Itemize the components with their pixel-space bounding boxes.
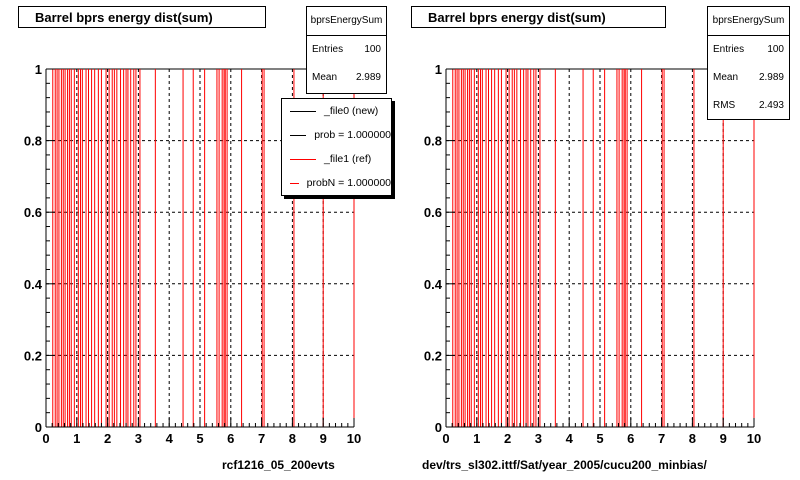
left-y-tick-label-0: 0: [35, 420, 42, 435]
left-x-tick-label-6: 6: [227, 431, 234, 446]
left-x-tick-label-8: 8: [289, 431, 296, 446]
right-stats-mean-value: 2.989: [758, 72, 784, 83]
right-chart-title: Barrel bprs energy dist(sum): [411, 6, 666, 28]
left-y-tick-label-2: 0.4: [24, 277, 43, 292]
left-stats-entries-label: Entries: [312, 44, 344, 55]
right-y-tick-label-4: 0.8: [424, 134, 442, 149]
left-stats-box: bprsEnergySum Entries 100 Mean 2.989: [306, 6, 387, 94]
left-stats-mean-row: Mean 2.989: [307, 64, 386, 92]
right-stats-mean-label: Mean: [713, 72, 739, 83]
right-stats-entries-row: Entries 100: [708, 36, 789, 64]
left-x-tick-label-1: 1: [73, 431, 80, 446]
legend-label-file1: _file1 (ref): [324, 153, 372, 165]
right-x-tick-label-8: 8: [689, 431, 696, 446]
left-histogram-chart: 0 1 2 3 4 5 6 7 8 9 10 0 0.2 0.4 0.6 0.8 1: [24, 62, 361, 446]
left-footer-label: rcf1216_05_200evts: [222, 458, 335, 472]
left-chart-title: Barrel bprs energy dist(sum): [18, 6, 266, 28]
right-footer-label: dev/trs_sl302.ittf/Sat/year_2005/cucu200…: [422, 458, 707, 472]
legend-swatch-file1: [290, 158, 316, 160]
left-legend: _file0 (new) prob = 1.000000 _file1 (ref…: [281, 98, 392, 196]
right-x-tick-label-10: 10: [747, 431, 761, 446]
left-x-tick-label-4: 4: [166, 431, 174, 446]
right-y-tick-label-0: 0: [435, 420, 442, 435]
right-x-tick-label-1: 1: [473, 431, 480, 446]
right-x-tick-label-9: 9: [720, 431, 727, 446]
legend-swatch-prob: [290, 134, 307, 136]
right-x-tick-label-2: 2: [504, 431, 511, 446]
legend-label-prob: prob = 1.000000: [314, 129, 391, 141]
left-histogram-pad: 0 1 2 3 4 5 6 7 8 9 10 0 0.2 0.4 0.6 0.8 1 Barrel bprs e…: [18, 6, 392, 472]
right-stats-rms-label: RMS: [713, 100, 736, 111]
right-stats-rms-value: 2.493: [758, 100, 784, 111]
left-x-tick-label-5: 5: [196, 431, 203, 446]
left-x-tick-label-0: 0: [42, 431, 49, 446]
legend-item-file1: _file1 (ref): [282, 147, 391, 171]
legend-item-prob: prob = 1.000000: [282, 123, 391, 147]
right-y-tick-label-2: 0.4: [424, 277, 443, 292]
left-y-tick-label-5: 1: [35, 62, 42, 77]
legend-swatch-file0: [290, 110, 316, 112]
left-stats-mean-label: Mean: [312, 72, 338, 83]
right-y-tick-label-3: 0.6: [424, 205, 442, 220]
legend-label-file0: _file0 (new): [324, 105, 379, 117]
right-y-tick-label-5: 1: [435, 62, 442, 77]
right-stats-box: bprsEnergySum Entries 100 Mean 2.989 RMS…: [707, 6, 790, 120]
right-x-tick-label-7: 7: [658, 431, 665, 446]
right-x-tick-label-5: 5: [596, 431, 603, 446]
right-x-tick-label-3: 3: [535, 431, 542, 446]
right-histogram-chart: 0 1 2 3 4 5 6 7 8 9 10 0 0.2 0.4 0.6 0.8 1: [424, 62, 761, 446]
left-stats-name: bprsEnergySum: [307, 7, 386, 36]
right-stats-mean-row: Mean 2.989: [708, 64, 789, 92]
legend-swatch-probn: [290, 182, 299, 184]
left-x-tick-label-10: 10: [347, 431, 361, 446]
right-stats-entries-label: Entries: [713, 44, 745, 55]
left-x-tick-label-9: 9: [320, 431, 327, 446]
left-stats-mean-value: 2.989: [355, 72, 381, 83]
left-y-tick-label-4: 0.8: [24, 134, 42, 149]
right-stats-entries-value: 100: [767, 44, 784, 55]
left-stats-entries-row: Entries 100: [307, 36, 386, 64]
legend-label-probn: probN = 1.000000: [306, 177, 391, 189]
right-x-tick-label-6: 6: [627, 431, 634, 446]
left-x-tick-label-7: 7: [258, 431, 265, 446]
legend-item-probn: probN = 1.000000: [282, 171, 391, 195]
right-histogram-pad: 0 1 2 3 4 5 6 7 8 9 10 0 0.2 0.4 0.6 0.8 1 Barrel bprs e…: [400, 0, 800, 480]
right-x-tick-label-0: 0: [442, 431, 449, 446]
right-x-tick-label-4: 4: [566, 431, 574, 446]
right-stats-name: bprsEnergySum: [708, 7, 789, 36]
left-stats-entries-value: 100: [364, 44, 381, 55]
legend-item-file0: _file0 (new): [282, 99, 391, 123]
left-x-tick-label-2: 2: [104, 431, 111, 446]
left-y-tick-label-1: 0.2: [24, 348, 42, 363]
right-stats-rms-row: RMS 2.493: [708, 92, 789, 120]
right-y-tick-label-1: 0.2: [424, 348, 442, 363]
left-x-tick-label-3: 3: [135, 431, 142, 446]
left-y-tick-label-3: 0.6: [24, 205, 42, 220]
